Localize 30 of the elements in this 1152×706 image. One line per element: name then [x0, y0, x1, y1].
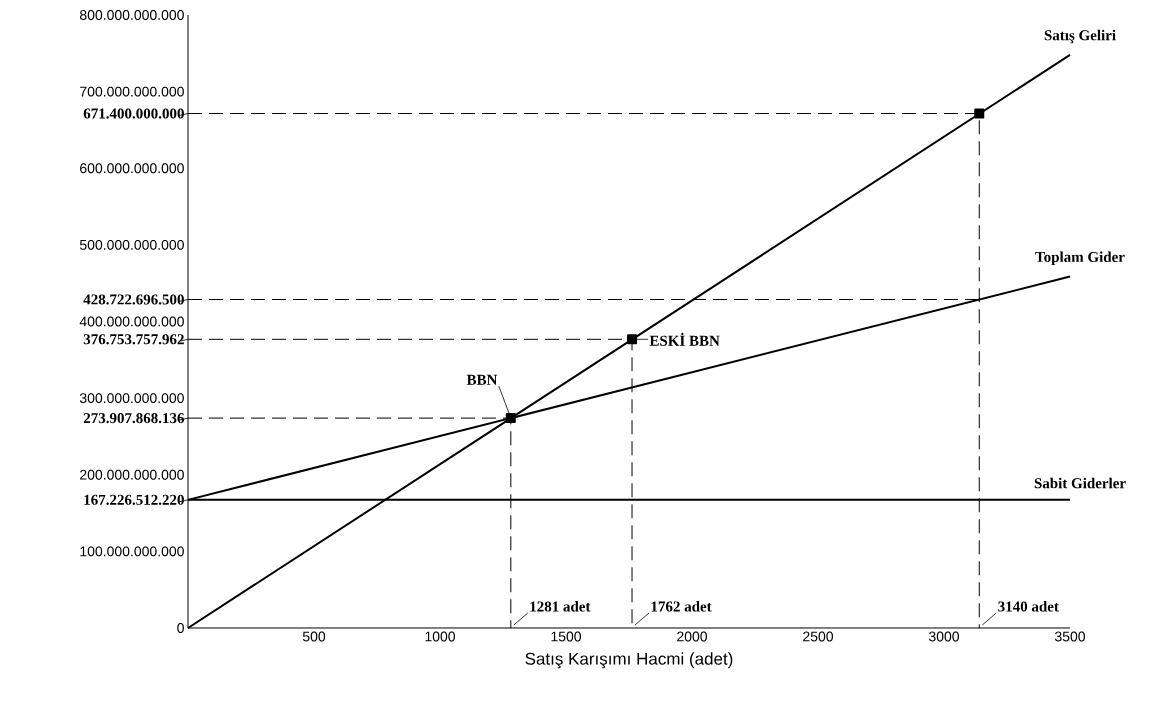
- y-tick-label: 800.000.000.000: [79, 10, 184, 20]
- y-tick-label: 700.000.000.000: [80, 86, 184, 97]
- y-tick-label: 273.907.868.136: [83, 413, 185, 424]
- x-tick-label: 3000: [928, 631, 960, 642]
- series-label: Sabit Giderler: [1034, 477, 1126, 489]
- y-tick-label: 671.400.000.000: [83, 108, 184, 119]
- annotation: BBN: [466, 374, 498, 385]
- x-tick-label: 3500: [1054, 631, 1086, 642]
- y-tick-label: 400.000.000.000: [79, 316, 184, 327]
- annotation: ESKİ BBN: [649, 332, 720, 346]
- y-tick-label: 376.753.757.962: [83, 334, 184, 345]
- y-tick-label: 500.000.000.000: [79, 239, 184, 250]
- annotation: 1281 adet: [530, 601, 591, 612]
- x-tick-label: 2000: [677, 631, 708, 642]
- series-label: Toplam Gider: [1035, 251, 1125, 266]
- y-tick-label: 0: [177, 623, 184, 633]
- y-tick-label: 100.000.000.000: [80, 546, 184, 557]
- series-label: Satış Geliri: [1044, 29, 1116, 44]
- y-tick-label: 200.000.000.000: [80, 469, 184, 480]
- annotation: 3140 adet: [998, 601, 1059, 612]
- x-tick-label: 500: [302, 631, 326, 642]
- y-tick-label: 428.722.696.500: [83, 294, 184, 305]
- x-axis-title: Satış Karışımı Hacmi (adet): [525, 652, 733, 669]
- y-tick-label: 167.226.512.220: [84, 494, 184, 505]
- y-tick-label: 600.000.000.000: [80, 163, 184, 174]
- x-tick-label: 1500: [551, 631, 582, 642]
- annotation: 1762 adet: [651, 601, 712, 612]
- y-tick-label: 300.000.000.000: [79, 393, 184, 404]
- x-tick-label: 2500: [803, 631, 834, 642]
- x-tick-label: 1000: [425, 631, 456, 642]
